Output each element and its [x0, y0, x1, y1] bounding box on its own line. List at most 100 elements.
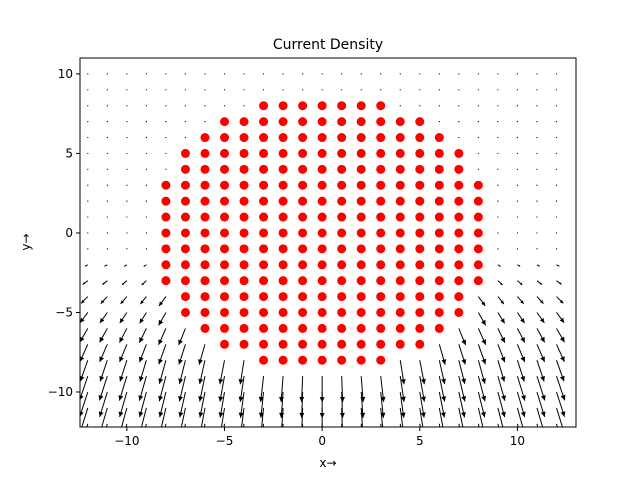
vector-arrow [279, 376, 284, 403]
data-point [356, 117, 366, 127]
vector-arrow [556, 296, 564, 304]
data-point [415, 339, 425, 349]
data-point [161, 260, 171, 270]
vector-arrow [517, 280, 523, 286]
vector-arrow [555, 136, 558, 139]
vector-arrow [438, 360, 446, 385]
vector-arrow [477, 344, 487, 365]
data-point [180, 260, 190, 270]
vector-arrow [536, 248, 538, 250]
data-point [434, 133, 444, 143]
data-point [259, 180, 269, 190]
data-point [220, 196, 230, 206]
vector-arrow [158, 296, 167, 307]
vector-arrow [302, 73, 304, 75]
vector-arrow [380, 376, 386, 402]
vector-arrow [360, 391, 366, 418]
data-point [454, 148, 464, 158]
data-point [278, 228, 288, 238]
y-tick-label: −10 [48, 385, 73, 399]
vector-arrow [497, 264, 501, 267]
vector-arrow [536, 89, 538, 91]
vector-arrow [145, 248, 147, 250]
vector-arrow [360, 376, 366, 403]
data-point [259, 101, 269, 111]
vector-arrow [555, 152, 558, 155]
data-point [434, 307, 444, 317]
vector-arrow [517, 296, 525, 305]
vector-arrow [555, 73, 558, 75]
data-point [454, 180, 464, 190]
data-point [376, 148, 386, 158]
vector-arrow [516, 344, 526, 363]
data-point [239, 164, 249, 174]
vector-arrow [555, 200, 558, 202]
data-point [180, 244, 190, 254]
vector-arrow [516, 391, 526, 418]
data-point [434, 244, 444, 254]
data-point [239, 292, 249, 302]
data-point [220, 212, 230, 222]
data-point [220, 164, 230, 174]
vector-arrow [80, 391, 89, 417]
data-point [415, 133, 425, 143]
vector-arrow [341, 89, 343, 91]
vector-field [80, 73, 566, 427]
data-point [356, 339, 366, 349]
vector-arrow [299, 376, 305, 403]
data-point [376, 228, 386, 238]
data-point [356, 228, 366, 238]
data-point [298, 307, 308, 317]
vector-arrow [536, 344, 546, 363]
vector-arrow [380, 73, 382, 75]
vector-arrow [458, 407, 464, 427]
data-point [395, 292, 405, 302]
data-point [473, 276, 483, 286]
vector-arrow [106, 248, 108, 250]
vector-arrow [497, 407, 504, 427]
data-point [434, 212, 444, 222]
vector-arrow [299, 391, 305, 419]
vector-arrow [145, 232, 147, 234]
vector-arrow [121, 407, 128, 427]
vector-arrow [178, 360, 186, 384]
data-point [473, 212, 483, 222]
data-point [473, 180, 483, 190]
data-point [298, 323, 308, 333]
x-tick-label: 5 [416, 434, 424, 448]
vector-arrow [477, 73, 479, 75]
vector-arrow [126, 105, 128, 107]
data-point [200, 307, 210, 317]
vector-arrow [140, 407, 147, 427]
vector-arrow [360, 423, 362, 427]
vector-arrow [555, 375, 566, 401]
data-point [376, 196, 386, 206]
data-point [161, 228, 171, 238]
data-point [161, 244, 171, 254]
data-point [278, 117, 288, 127]
vector-arrow [536, 375, 546, 401]
data-point [415, 180, 425, 190]
data-point [220, 133, 230, 143]
data-point [454, 276, 464, 286]
vector-arrow [497, 391, 506, 418]
vector-arrow [101, 407, 108, 427]
data-point [337, 180, 347, 190]
data-point [337, 339, 347, 349]
data-point [395, 196, 405, 206]
data-point [317, 180, 327, 190]
vector-arrow [341, 407, 343, 427]
data-point [376, 180, 386, 190]
data-point [376, 292, 386, 302]
data-point [200, 260, 210, 270]
data-point [180, 276, 190, 286]
vector-arrow [158, 312, 167, 326]
vector-arrow [339, 391, 345, 419]
data-point [376, 117, 386, 127]
data-point [259, 117, 269, 127]
vector-arrow [104, 264, 108, 267]
vector-arrow [497, 375, 506, 401]
data-point [239, 276, 249, 286]
vector-arrow [126, 216, 128, 218]
data-point [259, 244, 269, 254]
